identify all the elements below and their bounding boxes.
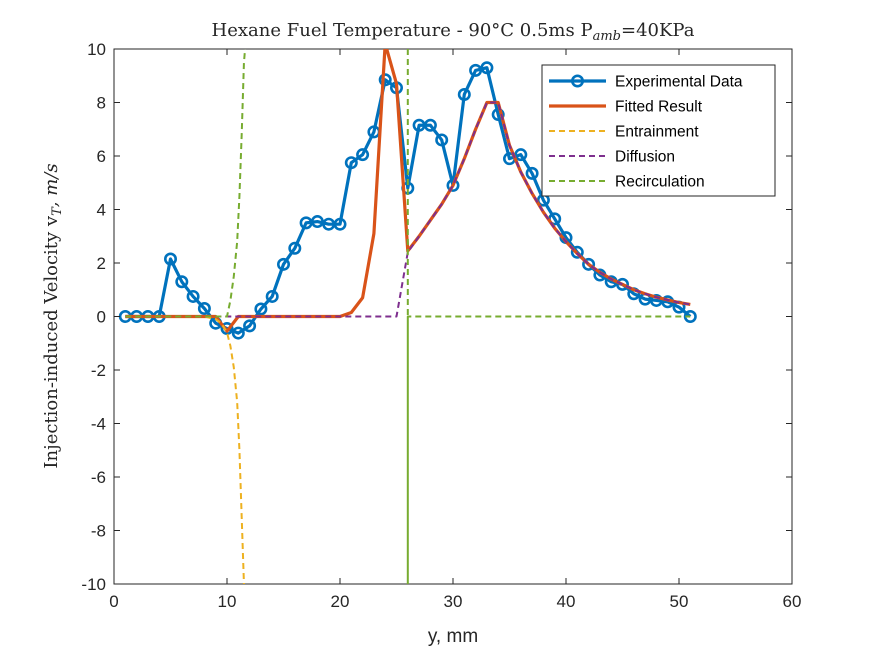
- y-tick-label: -6: [91, 468, 106, 487]
- y-tick-label: -8: [91, 522, 106, 541]
- data-point-experimental: [265, 289, 279, 303]
- legend-box: [541, 64, 776, 197]
- data-point-experimental: [299, 216, 313, 230]
- data-point-experimental: [446, 178, 460, 192]
- data-point-experimental: [344, 156, 358, 170]
- data-point-experimental: [356, 148, 370, 162]
- legend-marker-icon: [570, 74, 584, 88]
- x-tick-label: 50: [670, 592, 689, 611]
- x-tick-label: 60: [783, 592, 802, 611]
- series-layer: [118, 49, 697, 584]
- x-axis-label: y, mm: [428, 626, 478, 647]
- data-point-experimental: [514, 148, 528, 162]
- data-point-experimental: [615, 277, 629, 291]
- legend: Experimental Data Fitted Result Entrainmen…: [541, 64, 776, 197]
- legend-label-experimental-data: Experimental Data: [615, 74, 743, 91]
- y-tick-label: -10: [81, 575, 106, 594]
- data-point-experimental: [243, 319, 257, 333]
- x-tick-label: 0: [109, 592, 118, 611]
- x-tick-label: 20: [331, 592, 350, 611]
- data-point-experimental: [491, 108, 505, 122]
- legend-label-recirculation: Recirculation: [615, 174, 705, 191]
- data-point-experimental: [469, 63, 483, 77]
- y-axis-label: Injection-induced Velocity vT, m/s: [41, 163, 65, 468]
- title-subscript: amb: [593, 29, 621, 44]
- legend-label-diffusion: Diffusion: [615, 149, 675, 166]
- title-suffix: =40KPa: [621, 20, 695, 41]
- data-point-experimental: [175, 275, 189, 289]
- data-point-experimental: [276, 257, 290, 271]
- data-point-experimental: [231, 326, 245, 340]
- y-tick-label: 8: [97, 94, 106, 113]
- legend-label-entrainment: Entrainment: [615, 124, 699, 141]
- data-point-experimental: [288, 241, 302, 255]
- data-point-experimental: [480, 61, 494, 75]
- series-line-recirculation: [406, 49, 691, 584]
- data-point-experimental: [683, 309, 697, 323]
- y-tick-label: 0: [97, 308, 106, 327]
- data-point-experimental: [412, 118, 426, 132]
- series-line-recirculation: [125, 49, 247, 318]
- x-tick-label: 40: [557, 592, 576, 611]
- legend-items: Experimental Data Fitted Result Entrainmen…: [549, 74, 743, 191]
- data-point-experimental: [197, 301, 211, 315]
- data-point-experimental: [186, 289, 200, 303]
- data-point-experimental: [254, 302, 268, 316]
- y-tick-label: 4: [97, 201, 106, 220]
- data-point-experimental: [378, 73, 392, 87]
- y-tick-label: -2: [91, 361, 106, 380]
- x-tick-label: 10: [218, 592, 237, 611]
- chart-title: Hexane Fuel Temperature - 90°C 0.5ms Pam…: [212, 20, 695, 44]
- y-tick-label: -4: [91, 415, 106, 434]
- data-point-experimental: [582, 257, 596, 271]
- y-tick-label: 2: [97, 254, 106, 273]
- data-point-experimental: [164, 252, 178, 266]
- data-point-experimental: [220, 322, 234, 336]
- legend-label-fitted-result: Fitted Result: [615, 99, 703, 116]
- data-point-experimental: [322, 217, 336, 231]
- y-tick-label: 10: [87, 40, 106, 59]
- data-point-experimental: [435, 133, 449, 147]
- y-label-suffix: , m/s: [41, 163, 62, 207]
- y-label-subscript: T: [50, 206, 65, 216]
- axis-layer: 0 10 20 30 40 50 60 -10 -8 -6 -4 -2 0 2 4 6 8 10: [81, 40, 801, 611]
- x-tick-label: 30: [444, 592, 463, 611]
- data-point-experimental: [525, 166, 539, 180]
- data-point-experimental: [457, 87, 471, 101]
- y-tick-label: 6: [97, 147, 106, 166]
- data-point-experimental: [570, 245, 584, 259]
